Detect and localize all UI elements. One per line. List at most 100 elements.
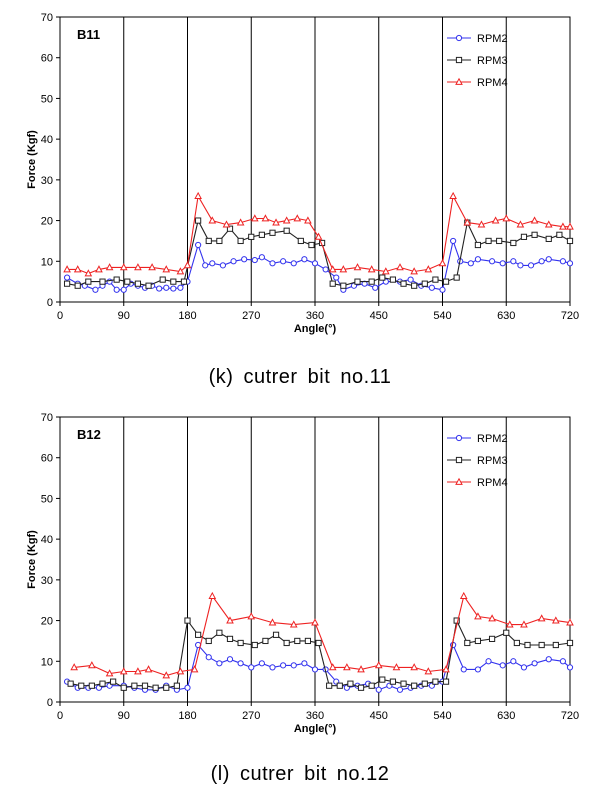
data-point [517,262,524,269]
data-point [510,258,517,265]
y-tick-label: 30 [41,575,53,587]
data-point [410,267,419,275]
data-point [463,218,472,226]
data-point [396,686,404,693]
data-point [566,222,574,230]
chart-b11: 0 10 20 30 40 50 60 70 0 90 180 270 360 450 540 630 720 A… [26,12,579,335]
data-point [88,682,95,689]
x-tick-label: 360 [306,710,324,722]
legend-marker [455,434,463,442]
data-point [120,286,127,293]
y-tick-label: 0 [47,297,53,309]
data-point [92,286,99,293]
data-point [485,658,492,665]
data-point [280,258,287,265]
data-point [328,663,337,671]
data-point [329,280,336,287]
data-point [474,612,482,620]
data-point [328,265,337,273]
data-point [336,682,343,689]
data-point [294,637,301,645]
data-point [379,274,386,281]
data-point [502,214,511,222]
data-point [134,263,142,271]
data-point [131,682,138,689]
data-point [85,278,92,285]
data-point [566,664,574,671]
data-point [566,237,574,245]
data-point [269,229,276,236]
data-point [477,220,486,228]
data-point [237,660,244,667]
x-tick-label: 90 [118,310,130,322]
data-point [347,680,354,687]
data-point [520,664,528,671]
data-point [474,256,482,263]
data-point [559,258,567,265]
data-point [250,214,259,222]
data-point [184,617,191,624]
data-point [421,280,428,287]
y-tick-label: 60 [41,53,53,65]
data-point [113,276,120,283]
data-point [379,676,386,683]
data-point [450,237,457,245]
data-point [304,637,312,645]
data-point [163,284,170,291]
data-point [505,620,514,628]
data-point [156,285,163,292]
data-point [63,274,71,281]
data-point [226,616,234,624]
data-point [208,216,217,224]
chart-b12: 0 10 20 30 40 50 60 70 0 90 180 270 360 450 540 630 720 A… [26,412,579,735]
data-point [520,233,528,240]
data-point [315,639,322,647]
data-point [308,241,315,249]
x-tick-label: 270 [242,710,260,722]
data-point [251,256,258,264]
data-point [113,286,120,293]
data-point [74,282,81,289]
x-tick-label: 0 [57,310,63,322]
data-point [537,614,546,622]
series-rpm4 [70,591,574,679]
data-point [503,629,510,636]
x-tick-label: 0 [57,710,63,722]
x-tick-label: 720 [561,310,579,322]
data-point [566,618,574,626]
data-point [105,263,114,271]
data-point [488,258,496,265]
data-point [559,222,567,230]
data-point [424,265,433,273]
data-point [322,266,329,273]
data-point [343,663,351,671]
data-point [367,265,376,273]
data-point [78,682,85,689]
data-point [222,220,231,228]
data-point [538,258,545,265]
data-point [524,641,531,649]
data-point [195,631,202,638]
x-tick-label: 540 [433,310,451,322]
y-tick-label: 40 [41,134,53,146]
data-point [411,282,418,289]
data-point [236,218,245,226]
data-point [272,218,280,226]
x-tick-label: 720 [561,710,579,722]
data-point [510,239,517,247]
legend-marker [455,34,463,42]
data-point [237,639,244,647]
y-tick-label: 20 [41,216,53,228]
series-line-rpm2 [66,238,571,291]
data-point [120,684,127,691]
caption-b11: (k) cutrer bit no.11 [208,366,392,388]
data-point [449,191,457,200]
data-point [67,680,74,687]
x-tick-label: 180 [178,310,196,322]
data-point [216,629,223,636]
data-point [119,263,128,271]
data-point [428,284,435,291]
y-tick-label: 20 [41,616,53,628]
data-point [340,282,347,289]
data-point [258,254,265,261]
